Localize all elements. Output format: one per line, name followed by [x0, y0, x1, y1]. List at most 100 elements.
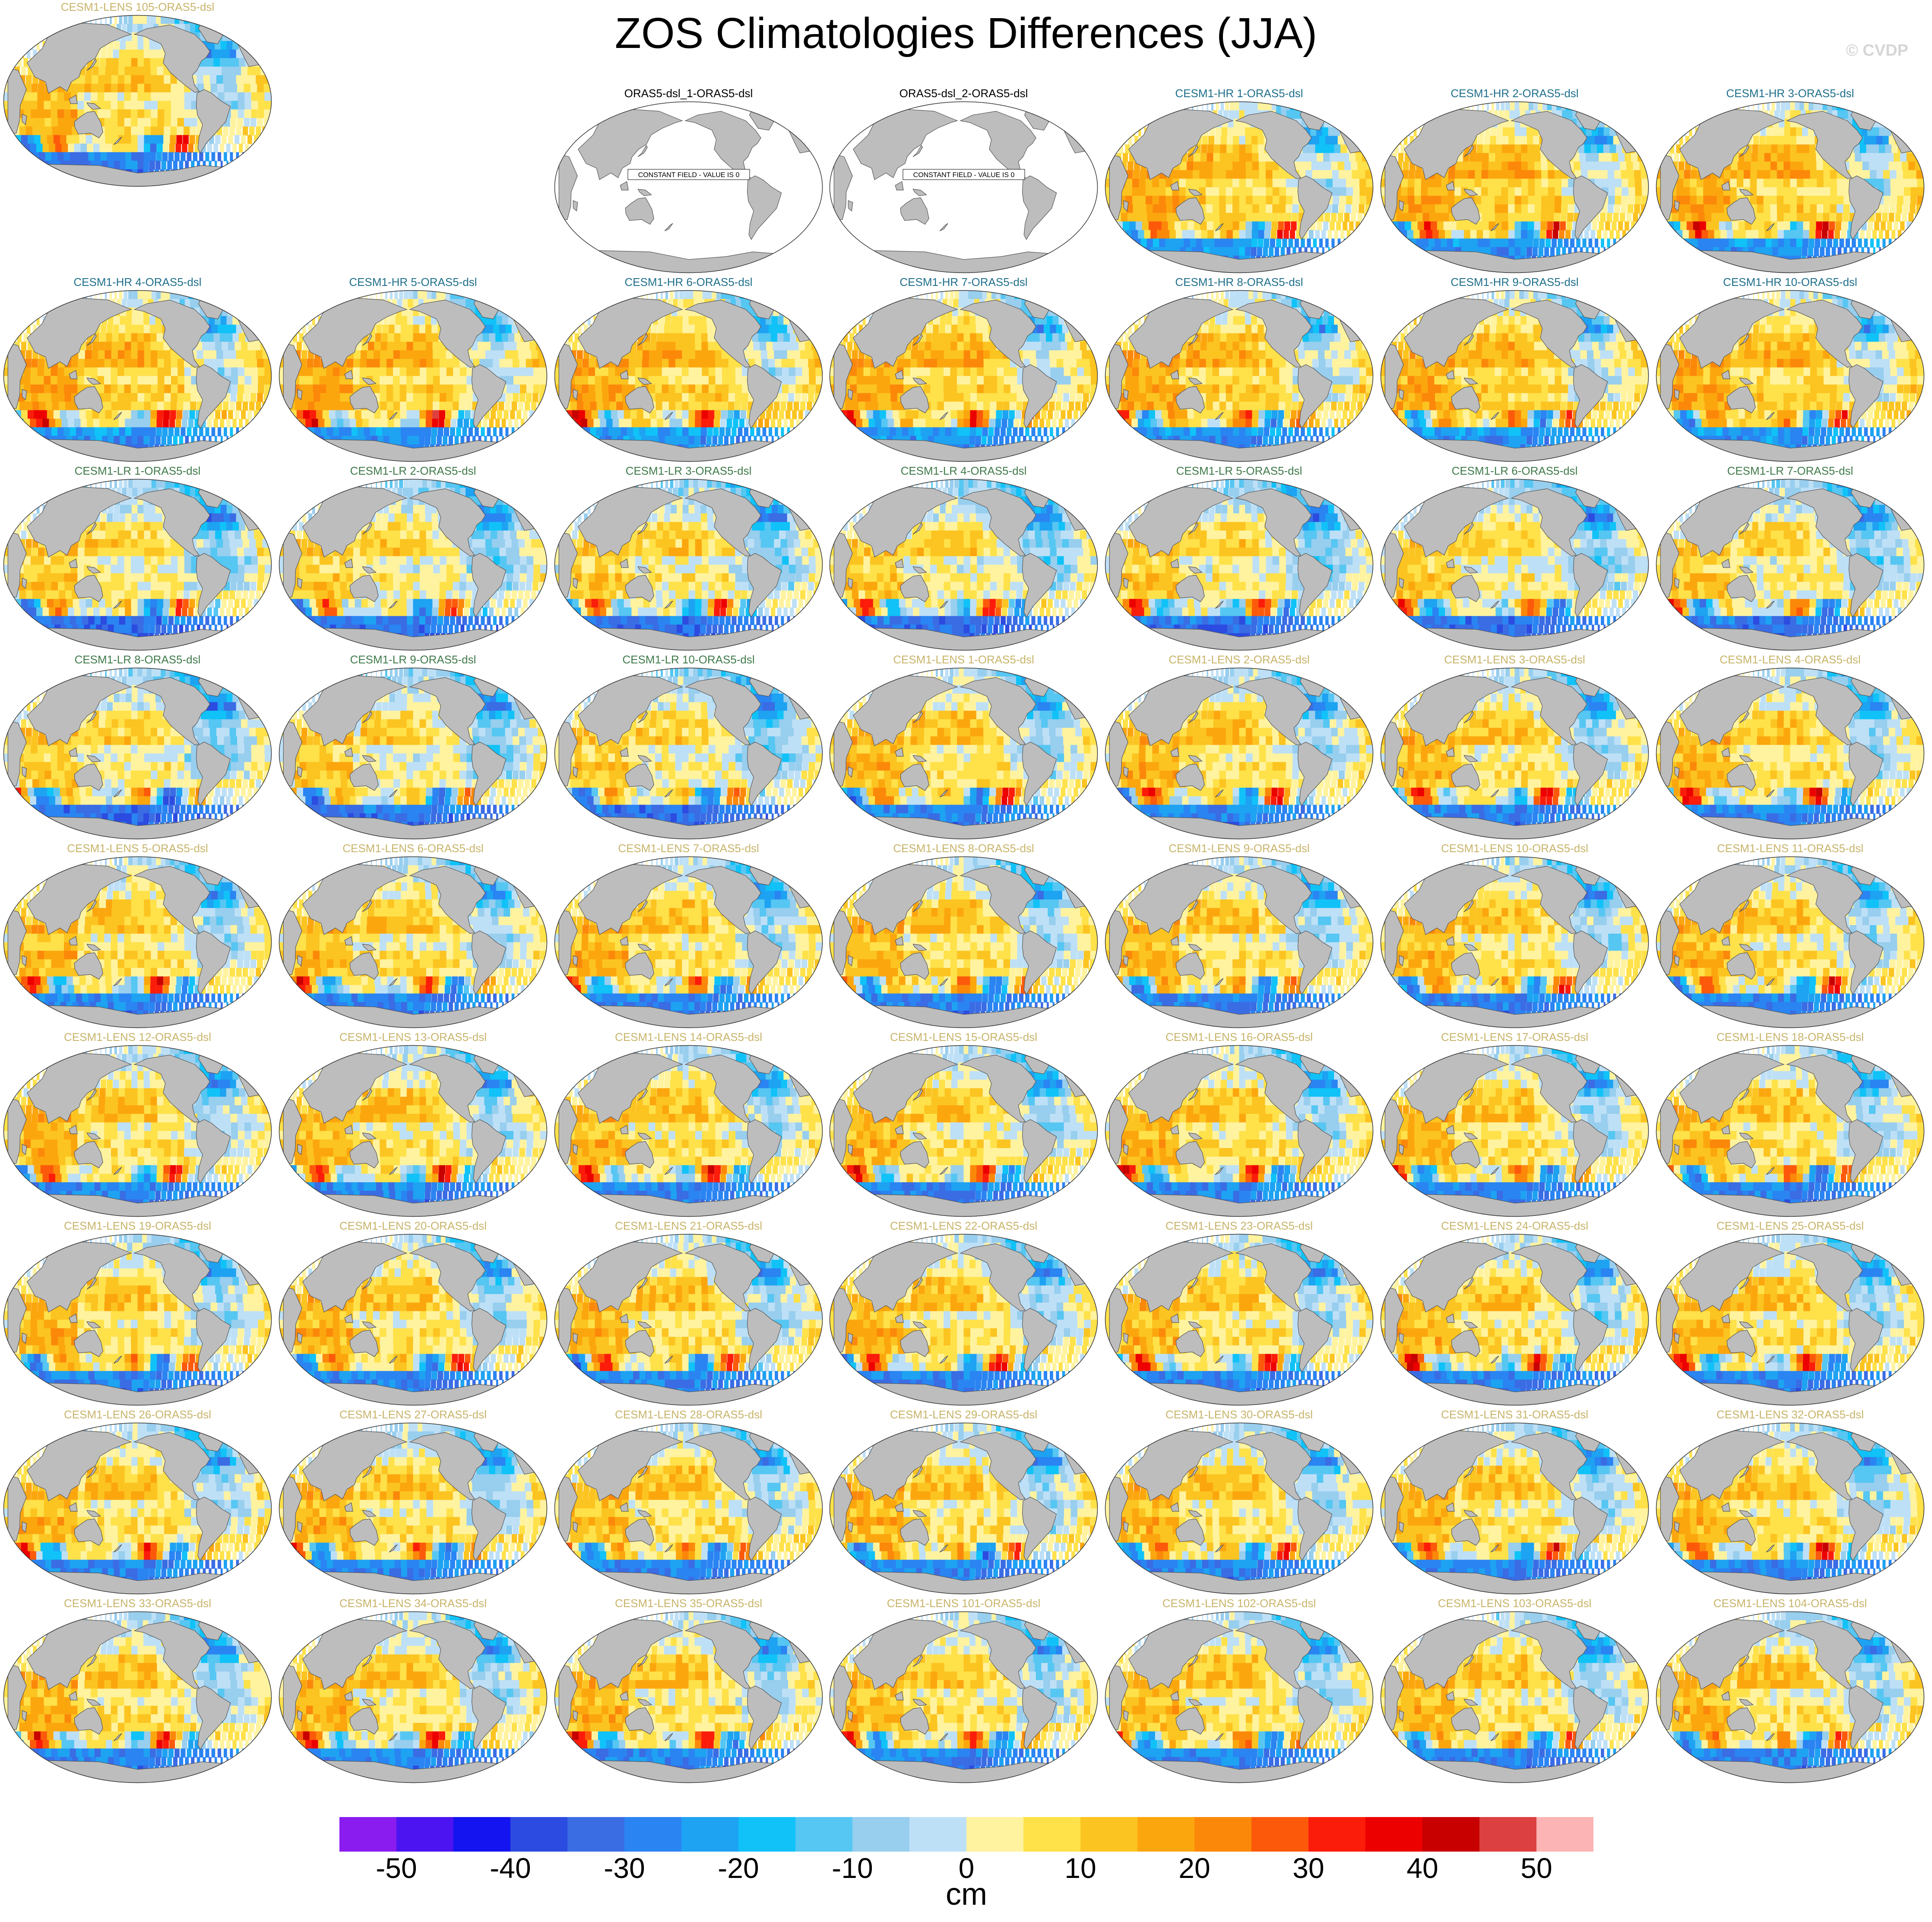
map-outline: [1105, 1422, 1374, 1595]
map-outline: [1105, 1611, 1374, 1783]
map-panel-title: CESM1-HR 5-ORAS5-dsl: [276, 275, 551, 289]
map-panel: CESM1-HR 7-ORAS5-dsl: [826, 275, 1101, 464]
land-mask: [1109, 861, 1368, 1028]
field-cells: [1105, 1045, 1373, 1217]
world-map: [279, 1045, 548, 1217]
field-cells: [3, 1234, 272, 1405]
map-panel: CESM1-LENS 11-ORAS5-dsl: [1653, 841, 1928, 1030]
map-outline: [3, 1611, 272, 1783]
field-cells: [1656, 101, 1924, 273]
constant-field-note: CONSTANT FIELD - VALUE IS 0: [638, 171, 740, 179]
world-map: [1380, 1611, 1649, 1783]
map-panel-title: CESM1-LENS 7-ORAS5-dsl: [551, 841, 826, 855]
map-panel-title: CESM1-LENS 103-ORAS5-dsl: [1377, 1596, 1652, 1610]
map-panel: CESM1-LENS 4-ORAS5-dsl: [1653, 653, 1928, 841]
map-panel: CESM1-LENS 32-ORAS5-dsl: [1653, 1408, 1928, 1596]
world-map: [3, 479, 272, 651]
colorbar-swatch: [1080, 1817, 1138, 1852]
world-map: [554, 1611, 823, 1783]
colorbar: -50 -40 -30 -20 -10 0 10 20 30 40 50 cm: [339, 1817, 1593, 1921]
map-panel-title: CESM1-LENS 12-ORAS5-dsl: [0, 1030, 275, 1044]
field-cells: [1656, 1423, 1924, 1594]
world-map: [1380, 856, 1649, 1028]
world-map: [1656, 856, 1925, 1028]
field-cells: [3, 1423, 272, 1594]
map-panel-title: CESM1-LENS 3-ORAS5-dsl: [1377, 653, 1652, 666]
map-panel: CESM1-LR 1-ORAS5-dsl: [0, 464, 275, 653]
land-mask: [283, 1616, 542, 1783]
map-outline: [1380, 1234, 1649, 1406]
map-panel: CESM1-LR 8-ORAS5-dsl: [0, 653, 275, 841]
world-map: [554, 667, 823, 840]
map-panel-title: CESM1-LENS 31-ORAS5-dsl: [1377, 1408, 1652, 1421]
map-panel-title: CESM1-LENS 23-ORAS5-dsl: [1102, 1219, 1377, 1233]
world-map: CONSTANT FIELD - VALUE IS 0: [554, 101, 823, 273]
map-outline: [554, 1045, 823, 1217]
map-panel: CESM1-LENS 105-ORAS5-dsl: [0, 0, 275, 189]
world-map: CONSTANT FIELD - VALUE IS 0: [829, 101, 1098, 273]
world-map: [554, 1045, 823, 1217]
map-panel: CESM1-LENS 5-ORAS5-dsl: [0, 841, 275, 1030]
colorbar-swatch: [1308, 1817, 1366, 1852]
field-cells: [830, 1045, 1098, 1217]
constant-field-box: [627, 169, 750, 180]
world-map: [1105, 1422, 1374, 1595]
colorbar-swatch: [510, 1817, 568, 1852]
field-cells: [1381, 1611, 1649, 1783]
colorbar-swatch: [1479, 1817, 1537, 1852]
field-cells: [1381, 290, 1649, 462]
map-panel: CESM1-LR 10-ORAS5-dsl: [551, 653, 826, 841]
land-mask: [1660, 1238, 1919, 1405]
map-panel-title: CESM1-LR 9-ORAS5-dsl: [276, 653, 551, 666]
field-cells: [1381, 479, 1649, 650]
map-panel: CESM1-LENS 25-ORAS5-dsl: [1653, 1219, 1928, 1408]
map-panel-title: CESM1-LENS 19-ORAS5-dsl: [0, 1219, 275, 1233]
land-mask: [558, 1616, 817, 1783]
map-outline: [279, 1045, 548, 1217]
land-mask: [1109, 1050, 1368, 1217]
map-panel: CESM1-LENS 7-ORAS5-dsl: [551, 841, 826, 1030]
colorbar-swatch: [567, 1817, 625, 1852]
map-panel-title: CESM1-LR 8-ORAS5-dsl: [0, 653, 275, 666]
colorbar-swatch: [738, 1817, 796, 1852]
world-map: [829, 1611, 1098, 1783]
map-outline: [1656, 1045, 1925, 1217]
world-map: [1105, 101, 1374, 273]
field-cells: [554, 479, 823, 650]
field-cells: [830, 856, 1098, 1028]
field-cells: [554, 856, 823, 1028]
world-map: [3, 290, 272, 462]
map-panel: CESM1-LENS 16-ORAS5-dsl: [1102, 1030, 1377, 1219]
map-outline: [1656, 1234, 1925, 1406]
land-mask: [1660, 861, 1919, 1028]
map-outline: [1380, 856, 1649, 1028]
world-map: [1105, 856, 1374, 1028]
world-map: [1105, 1611, 1374, 1783]
field-cells: [1381, 1423, 1649, 1594]
colorbar-swatch: [909, 1817, 967, 1852]
map-panel-title: CESM1-HR 4-ORAS5-dsl: [0, 275, 275, 289]
field-cells: [1105, 479, 1373, 650]
land-mask: [833, 483, 1093, 650]
map-outline: [279, 667, 548, 840]
world-map: [1656, 667, 1925, 840]
world-map: [554, 290, 823, 462]
colorbar-swatch: [795, 1817, 853, 1852]
world-map: [554, 479, 823, 651]
map-outline: [1380, 1045, 1649, 1217]
map-panel: ORAS5-dsl_1-ORAS5-dsl CONSTANT FIELD - VA…: [551, 86, 826, 275]
map-outline: [279, 1611, 548, 1783]
constant-field-note: CONSTANT FIELD - VALUE IS 0: [913, 171, 1015, 179]
map-panel: CESM1-LENS 13-ORAS5-dsl: [276, 1030, 551, 1219]
world-map: [554, 1234, 823, 1406]
colorbar-tick-label: 50: [1493, 1852, 1580, 1884]
map-panel-title: CESM1-LENS 34-ORAS5-dsl: [276, 1596, 551, 1610]
world-map: [1380, 290, 1649, 462]
colorbar-tick-label: -10: [809, 1852, 896, 1884]
map-panel: CESM1-LENS 104-ORAS5-dsl: [1653, 1596, 1928, 1785]
map-outline: [554, 856, 823, 1028]
world-map: [279, 479, 548, 651]
field-cells: [279, 1234, 547, 1405]
world-map: [829, 1045, 1098, 1217]
map-outline: [829, 1422, 1098, 1595]
